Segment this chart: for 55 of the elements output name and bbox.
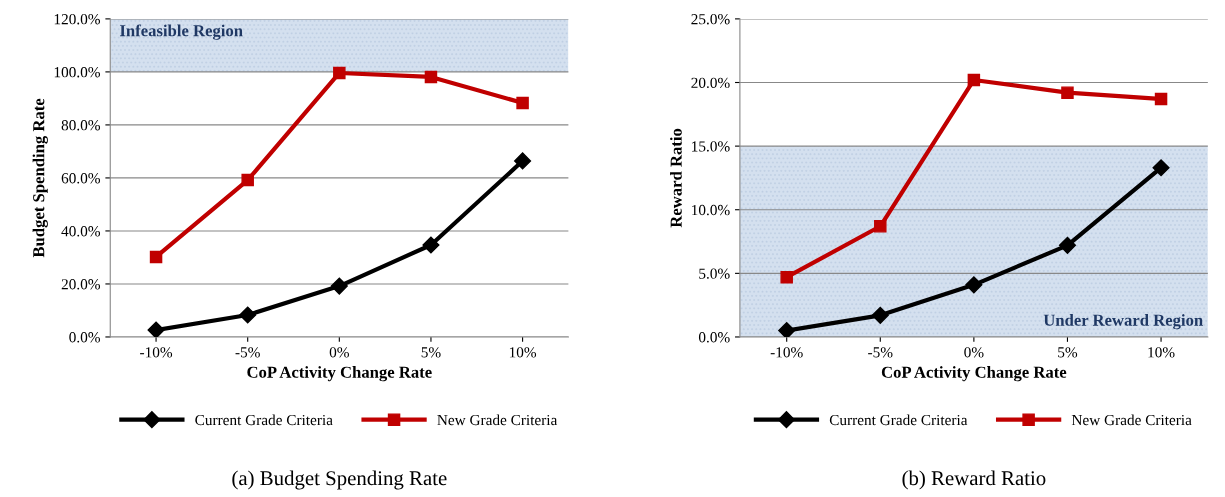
point: [514, 152, 532, 170]
point: [424, 70, 438, 84]
point: [965, 276, 983, 294]
point: [147, 321, 165, 337]
y-tick-label: 15.0%: [692, 141, 730, 152]
y-tick-label: 20.0%: [691, 77, 730, 89]
text: (b) Reward Ratio: [902, 470, 1046, 490]
x-tick-label: -10%: [140, 347, 173, 358]
point: [967, 73, 981, 87]
point: [516, 96, 529, 110]
x-axis-title: CoP Activity Change Rate: [247, 366, 432, 382]
y-tick-label: 100.0%: [54, 67, 101, 78]
point: [330, 277, 348, 295]
y-tick-label: 20.0%: [61, 279, 101, 290]
y-tick-label: 0.0%: [69, 332, 101, 343]
band-label: Infeasible Region: [119, 24, 243, 40]
y-tick-label: 80.0%: [61, 120, 101, 131]
point: [780, 270, 793, 284]
y-tick-label: 0.0%: [698, 332, 730, 343]
point: [1154, 92, 1168, 106]
x-tick-label: 10%: [1148, 347, 1175, 358]
x-tick-label: 5%: [421, 347, 441, 358]
y-tick-label: 40.0%: [61, 226, 101, 237]
y-tick-label: 120.0%: [54, 14, 101, 25]
y-axis-title: Reward Ratio: [670, 128, 682, 228]
point: [1152, 159, 1170, 177]
point: [778, 322, 796, 337]
text: (a) Budget Spending Rate: [232, 470, 447, 490]
x-tick-label: 0%: [964, 347, 984, 358]
point: [1058, 236, 1077, 254]
x-tick-label: 5%: [1058, 347, 1078, 358]
legend-label: New Grade Criteria: [1071, 414, 1192, 426]
legend-label: Current Grade Criteria: [829, 414, 968, 426]
point: [149, 250, 163, 264]
point: [871, 306, 889, 324]
legend-label: New Grade Criteria: [437, 414, 558, 426]
point: [874, 220, 887, 233]
point: [1061, 86, 1074, 99]
point: [239, 306, 257, 324]
x-axis-title: CoP Activity Change Rate: [881, 366, 1067, 382]
point: [241, 173, 254, 187]
point: [333, 66, 346, 80]
x-tick-label: -5%: [868, 347, 893, 358]
point: [422, 236, 440, 254]
x-tick-label: 0%: [329, 347, 349, 358]
y-axis-title: Budget Spending Rate: [32, 98, 48, 258]
y-tick-label: 5.0%: [699, 268, 730, 279]
x-tick-label: -5%: [235, 347, 260, 358]
y-tick-label: 10.0%: [692, 204, 730, 216]
x-tick-label: -10%: [770, 347, 803, 358]
x-tick-label: 10%: [509, 347, 537, 358]
y-tick-label: 25.0%: [691, 14, 730, 25]
band-label: Under Reward Region: [1043, 314, 1203, 330]
y-tick-label: 60.0%: [61, 173, 101, 184]
legend-label: Current Grade Criteria: [195, 414, 333, 426]
